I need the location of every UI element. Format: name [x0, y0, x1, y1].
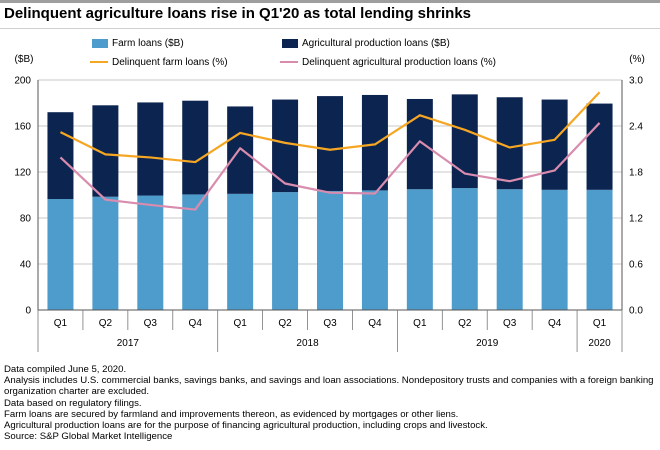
x-tick-label: Q1	[54, 318, 68, 329]
bar-ag-production-loans	[137, 102, 164, 196]
year-label: 2019	[476, 338, 499, 349]
bar-ag-production-loans	[361, 94, 388, 191]
legend-label: Farm loans ($B)	[112, 38, 184, 49]
bar-farm-loans	[406, 189, 433, 310]
bar-farm-loans	[317, 190, 343, 310]
footnote-compiled: Data compiled June 5, 2020.	[4, 364, 127, 375]
legend-label: Delinquent agricultural production loans…	[302, 57, 496, 68]
bar-farm-loans	[47, 199, 74, 310]
bar-farm-loans	[496, 189, 523, 310]
y-axis-right-unit: (%)	[629, 54, 645, 65]
line-delinquent-ag-production	[59, 122, 601, 211]
footnote-ag-definition: Agricultural production loans are for th…	[4, 420, 488, 432]
footnotes: Data compiled June 5, 2020. Analysis inc…	[4, 364, 656, 442]
x-tick-label: Q1	[593, 318, 607, 329]
year-label: 2017	[117, 338, 140, 349]
legend-label: Delinquent farm loans (%)	[112, 57, 228, 68]
legend-swatch	[282, 39, 298, 48]
y-tick-left: 160	[14, 122, 31, 133]
legend-label: Agricultural production loans ($B)	[302, 38, 450, 49]
line-delinquent-farm-loans	[59, 91, 601, 164]
chart-title: Delinquent agriculture loans rise in Q1'…	[4, 5, 472, 22]
x-tick-label: Q2	[458, 318, 472, 329]
x-tick-label: Q1	[413, 318, 427, 329]
chart-svg: ($B) (%) 0 40 80 120 160 200 0.0 0.6 1.2 1.8 2.4 3.0 Q…	[14, 38, 645, 352]
bar-farm-loans	[541, 189, 568, 310]
bar-farm-loans	[137, 195, 164, 310]
year-label: 2018	[296, 338, 319, 349]
x-tick-label: Q4	[189, 318, 203, 329]
bar-ag-production-loans	[47, 112, 74, 200]
y-tick-right: 1.2	[629, 214, 643, 225]
y-tick-right: 3.0	[629, 76, 643, 87]
bar-ag-production-loans	[406, 98, 433, 190]
x-tick-label: Q1	[233, 318, 247, 329]
x-tick-label: Q4	[368, 318, 382, 329]
bar-farm-loans	[182, 194, 209, 310]
footnote-farm-definition: Farm loans are secured by farmland and i…	[4, 408, 459, 420]
title-divider	[0, 28, 660, 29]
top-border	[0, 0, 660, 3]
x-tick-label: Q3	[323, 318, 337, 329]
y-tick-left: 80	[20, 214, 32, 225]
bar-ag-production-loans	[586, 103, 613, 190]
y-tick-right: 0.6	[629, 260, 643, 271]
bar-farm-loans	[586, 189, 613, 310]
x-tick-label: Q2	[278, 318, 292, 329]
bar-farm-loans	[361, 190, 388, 310]
bar-ag-production-loans	[182, 100, 209, 195]
bar-farm-loans	[451, 188, 478, 310]
x-tick-label: Q4	[548, 318, 562, 329]
year-label: 2020	[588, 338, 611, 349]
bar-ag-production-loans	[272, 99, 299, 193]
y-tick-left: 200	[14, 76, 31, 87]
y-tick-left: 120	[14, 168, 31, 179]
legend-swatch	[92, 39, 108, 48]
footnote-regulatory: Data based on regulatory filings.	[4, 397, 142, 409]
y-axis-left-unit: ($B)	[15, 54, 34, 65]
bar-ag-production-loans	[317, 96, 343, 191]
bar-farm-loans	[272, 192, 299, 310]
footnote-source: Source: S&P Global Market Intelligence	[4, 431, 173, 443]
bar-ag-production-loans	[227, 106, 254, 194]
bar-ag-production-loans	[541, 99, 568, 190]
y-tick-left: 0	[25, 306, 31, 317]
y-tick-left: 40	[20, 260, 32, 271]
y-tick-right: 0.0	[629, 306, 643, 317]
y-tick-right: 2.4	[629, 122, 643, 133]
y-tick-right: 1.8	[629, 168, 643, 179]
bar-farm-loans	[92, 196, 119, 310]
x-tick-label: Q3	[503, 318, 517, 329]
footnote-analysis: Analysis includes U.S. commercial banks,…	[4, 375, 654, 398]
x-tick-label: Q2	[99, 318, 113, 329]
bar-farm-loans	[227, 193, 254, 310]
x-tick-label: Q3	[144, 318, 158, 329]
